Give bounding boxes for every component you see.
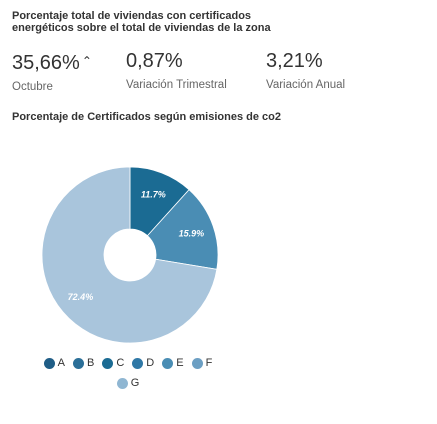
legend-label: B [87, 357, 95, 369]
trend-up-icon: ⌃ [81, 54, 92, 68]
kpi-row: 35,66% ⌃ Octubre 0,87% Variación Trimestr… [0, 50, 437, 100]
legend-label: D [146, 357, 155, 369]
slice-g[interactable] [41, 166, 218, 344]
legend-dot-icon [73, 357, 84, 369]
legend-dot-icon [162, 357, 174, 369]
legend-dot-icon [191, 357, 203, 369]
section-title: Porcentaje total de viviendas con certif… [12, 10, 271, 34]
legend-item-c[interactable]: C [102, 356, 124, 370]
legend-item-d[interactable]: D [132, 356, 154, 370]
slice-label-c: 11.7% [141, 189, 166, 199]
legend-label: E [176, 357, 184, 369]
legend-dot-icon [102, 357, 114, 369]
slice-d[interactable] [146, 189, 219, 270]
legend-item-a[interactable]: A [43, 356, 65, 370]
legend-item-g[interactable]: G [116, 376, 140, 390]
legend-label: F [205, 357, 213, 369]
legend-item-f[interactable]: F [191, 356, 213, 370]
kpi-total-value: 35,66% ⌃ [12, 52, 92, 74]
emissions-donut-chart: 11.7% 15.9% 72.4% [41, 166, 219, 344]
kpi-annual: 3,21% Variación Anual [266, 50, 345, 92]
chart-title: Porcentaje de Certificados según emision… [12, 111, 281, 123]
kpi-annual-value: 3,21% [266, 50, 323, 72]
kpi-annual-label: Variación Anual [266, 79, 346, 91]
slice-label-d: 15.9% [179, 229, 205, 239]
kpi-total-label: Octubre [12, 81, 53, 93]
slice-label-g: 72.4% [68, 292, 94, 302]
legend-dot-icon [116, 377, 128, 389]
chart-legend: A B C D E F G [28, 356, 228, 390]
legend-label: C [116, 357, 125, 369]
legend-item-e[interactable]: E [162, 356, 184, 370]
legend-item-b[interactable]: B [73, 356, 94, 370]
legend-label: G [130, 377, 140, 389]
kpi-quarterly-label: Variación Trimestral [126, 79, 227, 91]
legend-dot-icon [43, 357, 55, 369]
legend-dot-icon [132, 357, 144, 369]
kpi-quarterly-value: 0,87% [126, 50, 183, 72]
legend-label: A [57, 357, 65, 369]
kpi-total: 35,66% ⌃ Octubre [12, 50, 92, 94]
kpi-quarterly: 0,87% Variación Trimestral [126, 50, 227, 92]
